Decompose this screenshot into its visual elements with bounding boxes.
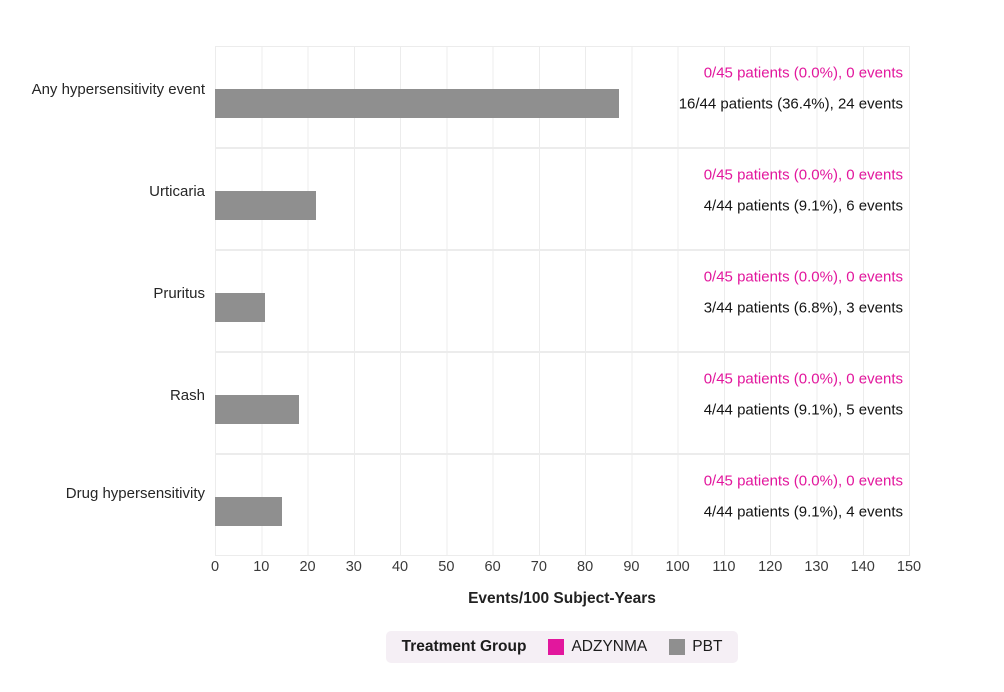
chart-panel: 0/45 patients (0.0%), 0 events 3/44 pati… bbox=[215, 250, 910, 352]
category-label: Pruritus bbox=[153, 285, 205, 302]
adzynma-annotation: 0/45 patients (0.0%), 0 events bbox=[703, 268, 903, 286]
chart-panel: 0/45 patients (0.0%), 0 events 4/44 pati… bbox=[215, 148, 910, 250]
x-axis-tick: 50 bbox=[438, 559, 455, 575]
chart-panel: 0/45 patients (0.0%), 0 events 16/44 pat… bbox=[215, 46, 910, 148]
x-axis-tick: 0 bbox=[210, 559, 220, 575]
x-axis-tick: 130 bbox=[804, 559, 829, 575]
adzynma-annotation: 0/45 patients (0.0%), 0 events bbox=[703, 166, 903, 184]
pbt-swatch-icon bbox=[669, 639, 686, 655]
x-axis-tick: 150 bbox=[896, 559, 922, 575]
x-axis-tick: 60 bbox=[484, 559, 501, 575]
pbt-bar bbox=[215, 89, 619, 118]
adzynma-annotation: 0/45 patients (0.0%), 0 events bbox=[703, 64, 903, 82]
pbt-bar bbox=[215, 395, 300, 424]
x-axis-tick: 90 bbox=[623, 559, 640, 575]
x-axis-title: Events/100 Subject-Years bbox=[468, 590, 656, 607]
legend-label-pbt: PBT bbox=[692, 638, 723, 655]
legend-entry-adzynma: ADZYNMA bbox=[548, 638, 647, 656]
adzynma-swatch-icon bbox=[548, 639, 565, 655]
chart-panel: 0/45 patients (0.0%), 0 events 4/44 pati… bbox=[215, 454, 910, 556]
category-label: Urticaria bbox=[149, 183, 205, 200]
x-axis-ticks: 0 10 20 30 40 50 60 70 80 90 100 110 120 130 140 150 bbox=[211, 559, 921, 577]
adzynma-annotation: 0/45 patients (0.0%), 0 events bbox=[703, 370, 903, 388]
legend-title: Treatment Group bbox=[401, 638, 527, 655]
x-axis-tick: 40 bbox=[391, 559, 409, 575]
x-axis-tick: 140 bbox=[850, 559, 875, 575]
pbt-annotation: 4/44 patients (9.1%), 6 events bbox=[703, 197, 903, 215]
x-axis-tick: 10 bbox=[253, 559, 270, 575]
pbt-annotation: 4/44 patients (9.1%), 5 events bbox=[703, 401, 903, 419]
adzynma-annotation: 0/45 patients (0.0%), 0 events bbox=[703, 472, 903, 490]
x-axis-tick: 100 bbox=[665, 559, 690, 575]
x-axis-tick: 80 bbox=[577, 559, 594, 575]
pbt-bar bbox=[215, 293, 266, 322]
x-axis-tick: 20 bbox=[299, 559, 316, 575]
legend-container: Treatment Group ADZYNMA PBT bbox=[215, 631, 909, 663]
category-label: Any hypersensitivity event bbox=[31, 81, 205, 98]
category-label: Drug hypersensitivity bbox=[65, 485, 205, 502]
x-axis-tick: 120 bbox=[758, 559, 783, 575]
pbt-annotation: 16/44 patients (36.4%), 24 events bbox=[678, 95, 903, 113]
x-axis-tick: 30 bbox=[345, 559, 362, 575]
x-axis-tick: 110 bbox=[712, 559, 736, 575]
category-label: Rash bbox=[169, 387, 205, 404]
pbt-bar bbox=[215, 191, 316, 220]
legend-entry-pbt: PBT bbox=[669, 638, 722, 656]
legend-label-adzynma: ADZYNMA bbox=[571, 638, 648, 655]
pbt-bar bbox=[215, 497, 283, 526]
pbt-annotation: 4/44 patients (9.1%), 4 events bbox=[703, 503, 903, 521]
x-axis-tick: 70 bbox=[530, 559, 547, 575]
legend: Treatment Group ADZYNMA PBT bbox=[385, 631, 739, 663]
chart-panel: 0/45 patients (0.0%), 0 events 4/44 pati… bbox=[215, 352, 910, 454]
pbt-annotation: 3/44 patients (6.8%), 3 events bbox=[703, 299, 903, 317]
